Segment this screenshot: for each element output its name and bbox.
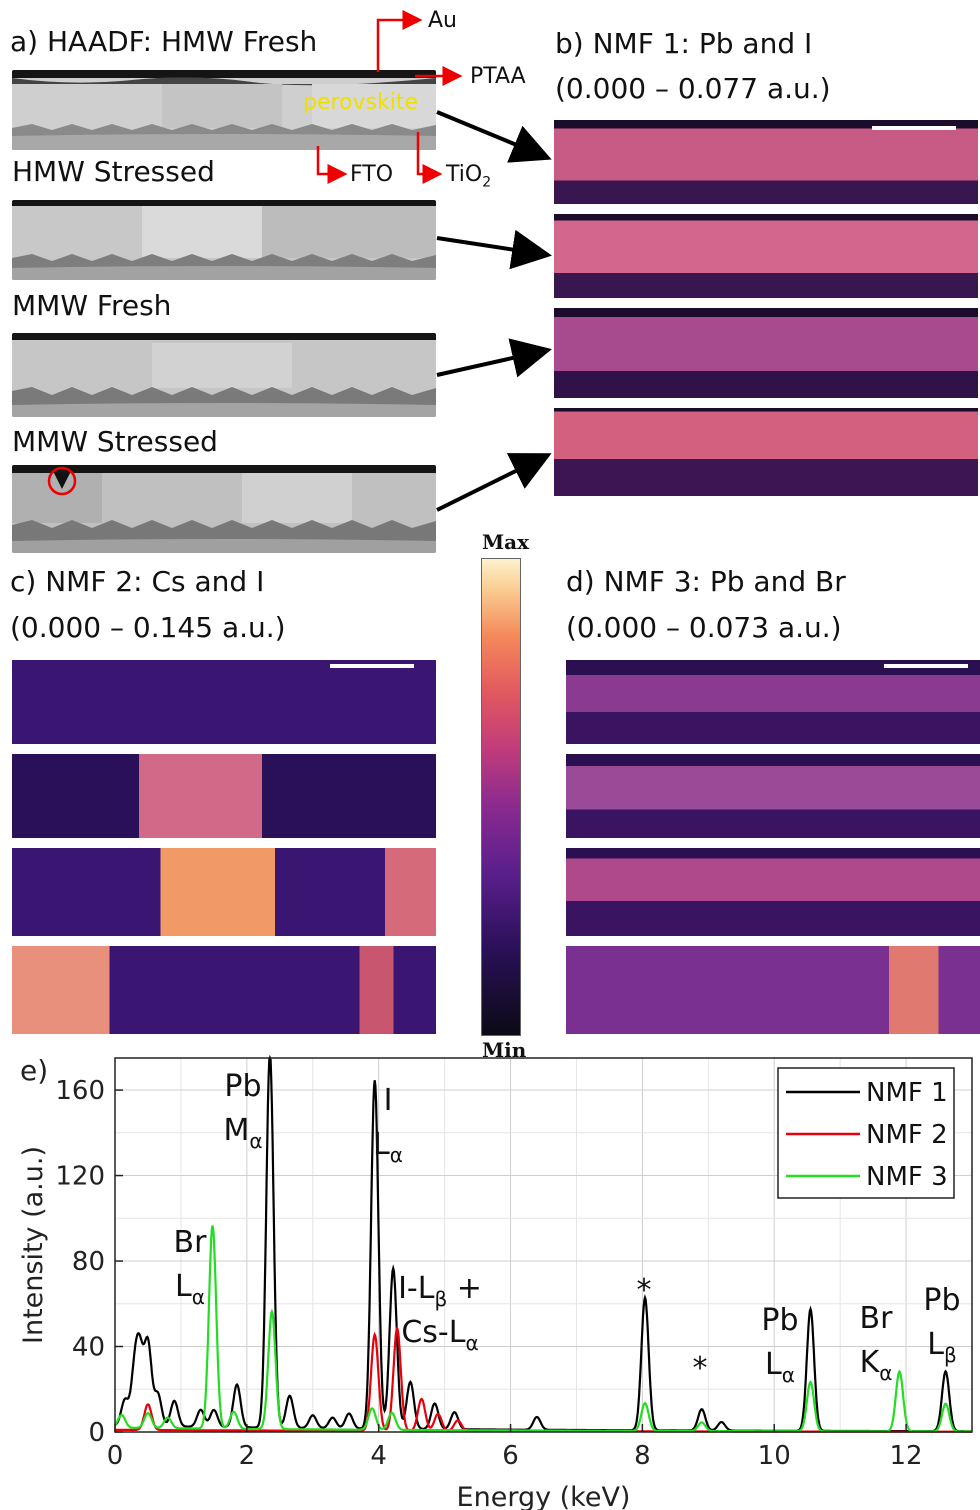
series-line-nmf3 [114, 1225, 972, 1433]
y-tick-label: 120 [55, 1162, 105, 1192]
nmf2-map-hmw-stressed [12, 754, 436, 838]
x-tick-label: 4 [370, 1441, 387, 1471]
nmf3-map-mmw-stressed [566, 946, 980, 1034]
panel-d-range: (0.000 – 0.073 a.u.) [566, 611, 842, 644]
peak-annotation-8-line-2: Kα [860, 1345, 893, 1385]
colorbar-min-label: Min [482, 1038, 527, 1062]
nmf1-map-hmw-stressed [554, 214, 978, 298]
annotation-text: L [373, 1127, 390, 1162]
nmf1-map-mmw-fresh [554, 308, 978, 398]
tio2-label-base: TiO [446, 162, 483, 187]
panel-b-range: (0.000 – 0.077 a.u.) [555, 72, 831, 105]
x-axis-label: Energy (keV) [457, 1482, 631, 1510]
nmf2-map-mmw-stressed [12, 946, 436, 1034]
annotation-subscript: α [390, 1143, 403, 1167]
x-tick-label: 8 [634, 1441, 651, 1471]
peak-annotation-9-line-1: Pb [923, 1283, 960, 1318]
scale-bar [872, 126, 956, 130]
y-axis-label: Intensity (a.u.) [18, 1146, 49, 1344]
annotation-subscript: β [944, 1343, 957, 1367]
fto-label: FTO [350, 162, 394, 187]
annotation-text: K [860, 1345, 881, 1380]
nmf1-map-mmw-stressed [554, 408, 978, 496]
plot-frame [114, 1057, 973, 1433]
nmf3-map-hmw-stressed [566, 754, 980, 838]
peak-annotation-2-line-2: Lα [373, 1127, 403, 1167]
y-tick-label: 80 [72, 1247, 105, 1277]
legend-label-nmf1: NMF 1 [866, 1078, 948, 1108]
panel-a-row-mmw-stressed: MMW Stressed [12, 425, 218, 458]
annotation-subscript: α [249, 1129, 262, 1153]
au-label: Au [428, 8, 457, 33]
peak-annotation-4-line-1: I-Lβ + [398, 1271, 482, 1311]
panel-c-range: (0.000 – 0.145 a.u.) [10, 611, 286, 644]
peak-annotation-2-line-1: I [384, 1083, 393, 1118]
annotation-text-tail: + [447, 1271, 482, 1306]
annotation-subscript: α [782, 1363, 795, 1387]
panel-a-title: a) HAADF: HMW Fresh [10, 25, 318, 58]
x-tick-label: 10 [758, 1441, 791, 1471]
annotation-subscript: α [465, 1331, 478, 1355]
panel-a-row-hmw-stressed: HMW Stressed [12, 155, 215, 188]
peak-annotation-1-line-2: Mα [223, 1113, 262, 1153]
panel-b-title: b) NMF 1: Pb and I [555, 27, 813, 60]
legend-label-nmf2: NMF 2 [866, 1120, 948, 1150]
ptaa-label: PTAA [470, 64, 526, 89]
y-tick-label: 0 [88, 1418, 105, 1448]
colorbar-max-label: Max [482, 530, 530, 554]
annotation-subscript: β [434, 1287, 447, 1311]
panel-c-title: c) NMF 2: Cs and I [10, 565, 265, 598]
nmf1-map-hmw-fresh [554, 120, 978, 204]
annotation-text: L [927, 1327, 944, 1362]
x-tick-label: 12 [890, 1441, 923, 1471]
peak-annotation-6-line-1: * [693, 1351, 708, 1386]
scale-bar [884, 664, 968, 668]
peak-annotation-3-line-2: Lα [175, 1269, 205, 1309]
peak-annotation-7-line-2: Lα [765, 1347, 795, 1387]
scale-bar [330, 664, 414, 668]
nmf3-map-mmw-fresh [566, 848, 980, 936]
annotation-text: L [175, 1269, 192, 1304]
annotation-text: L [765, 1347, 782, 1382]
legend-label-nmf3: NMF 3 [866, 1162, 948, 1192]
haadf-mmw-stressed [12, 465, 436, 553]
nmf3-map-hmw-fresh [566, 660, 980, 744]
x-tick-label: 6 [502, 1441, 519, 1471]
nmf2-map-mmw-fresh [12, 848, 436, 936]
legend: NMF 1 NMF 2 NMF 3 [777, 1067, 955, 1199]
peak-annotation-5-line-1: * [637, 1273, 652, 1308]
tio2-label-sub: 2 [482, 174, 492, 191]
panel-e-label: e) [20, 1054, 48, 1087]
tio2-label: TiO2 [446, 162, 492, 191]
peak-annotation-9-line-2: Lβ [927, 1327, 956, 1367]
haadf-mmw-fresh [12, 333, 436, 417]
y-tick-label: 160 [55, 1076, 105, 1106]
annotation-text: Cs-L [401, 1315, 465, 1350]
peak-annotation-1-line-1: Pb [224, 1069, 261, 1104]
peak-annotation-7-line-1: Pb [761, 1303, 798, 1338]
x-tick-label: 0 [107, 1441, 124, 1471]
perovskite-label: perovskite [303, 90, 419, 115]
haadf-hmw-stressed [12, 200, 436, 280]
panel-d-title: d) NMF 3: Pb and Br [566, 565, 846, 598]
colorbar [481, 558, 521, 1036]
annotation-text: I-L [398, 1271, 435, 1306]
nmf2-map-hmw-fresh [12, 660, 436, 744]
x-tick-label: 2 [239, 1441, 256, 1471]
annotation-subscript: α [879, 1361, 892, 1385]
peak-annotation-8-line-1: Br [860, 1301, 894, 1336]
peak-annotation-4-line-2: Cs-Lα [401, 1315, 478, 1355]
peak-annotation-3-line-1: Br [174, 1225, 208, 1260]
haadf-hmw-fresh [12, 70, 436, 150]
panel-a-row-mmw-fresh: MMW Fresh [12, 289, 172, 322]
y-tick-label: 40 [72, 1333, 105, 1363]
annotation-text: M [223, 1113, 249, 1148]
annotation-subscript: α [192, 1285, 205, 1309]
